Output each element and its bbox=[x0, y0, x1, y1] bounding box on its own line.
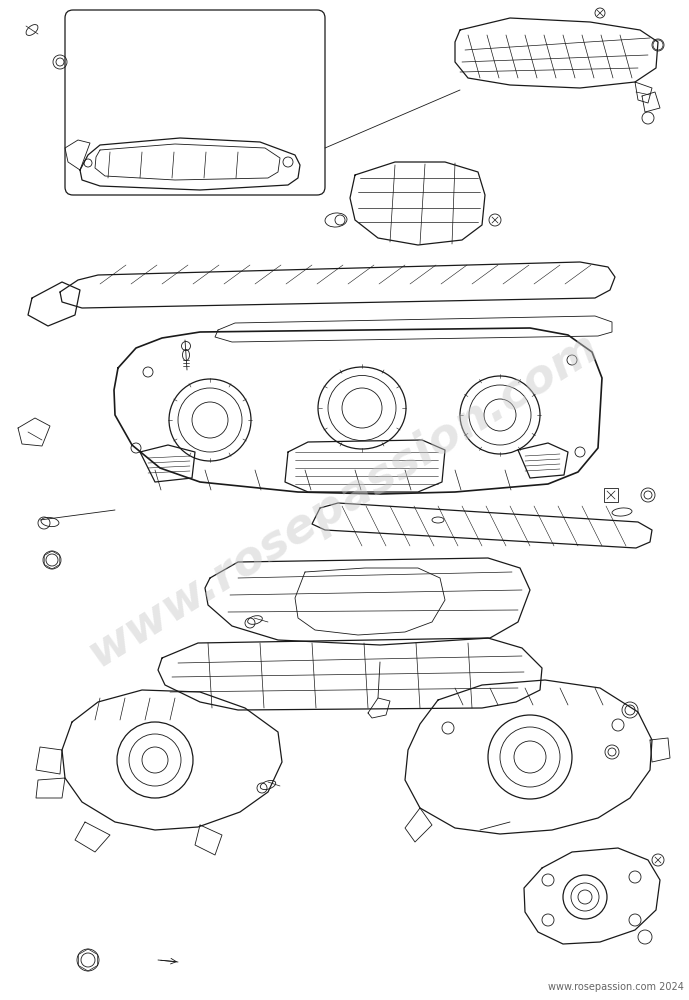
Text: www.rosepassion.com 2024: www.rosepassion.com 2024 bbox=[548, 982, 684, 992]
Text: www.rosepassion.com: www.rosepassion.com bbox=[80, 324, 608, 676]
FancyBboxPatch shape bbox=[65, 10, 325, 195]
Bar bbox=[604, 488, 618, 502]
